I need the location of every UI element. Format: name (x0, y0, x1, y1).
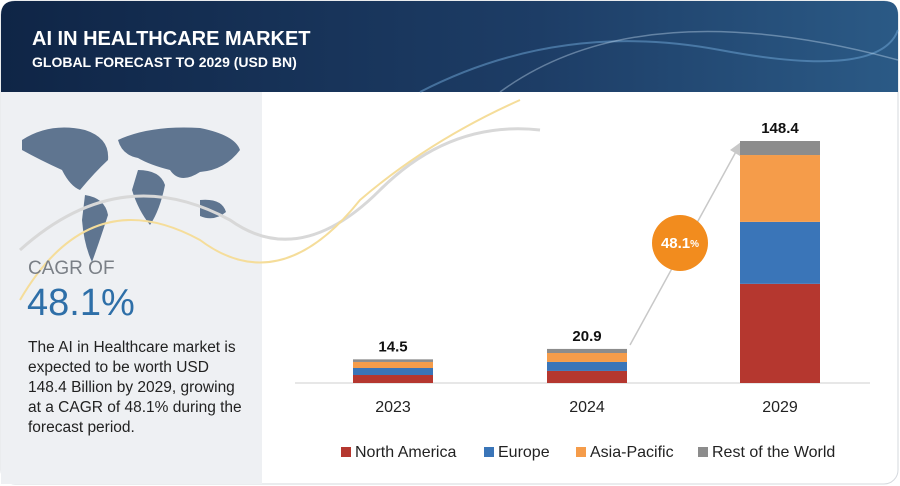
bar-segment (740, 141, 820, 156)
cagr-badge-text: 48.1% (661, 235, 699, 252)
bar-segment (353, 375, 433, 383)
decorative-curve (19, 99, 521, 301)
cagr-badge-number: 48.1 (661, 235, 690, 252)
header-decoration (419, 29, 899, 93)
legend-swatch (698, 447, 708, 457)
title: AI IN HEALTHCARE MARKET (32, 28, 311, 50)
bar-segment (740, 283, 820, 383)
total-label: 20.9 (572, 328, 601, 345)
bar-segment (740, 221, 820, 284)
total-label: 148.4 (761, 120, 799, 137)
decorative-curve (18, 127, 541, 252)
legend-label: Rest of the World (712, 444, 835, 461)
description: The AI in Healthcare market is expected … (28, 339, 242, 436)
growth-arrow-head (730, 142, 741, 156)
header-decoration (499, 30, 899, 93)
bar-segment (547, 361, 627, 371)
legend-swatch (341, 447, 351, 457)
subtitle: GLOBAL FORECAST TO 2029 (USD BN) (32, 54, 297, 70)
bar-segment (547, 348, 627, 353)
legend-swatch (576, 447, 586, 457)
bar-segment (547, 352, 627, 362)
bar-segment (353, 367, 433, 376)
bar-segment (353, 361, 433, 368)
bar-segment (547, 370, 627, 383)
cagr-value: 48.1% (27, 282, 135, 324)
legend-label: Europe (498, 444, 550, 461)
total-label: 14.5 (378, 338, 407, 355)
bar-segment (353, 359, 433, 362)
cagr-label: CAGR OF (28, 258, 115, 279)
x-tick-label: 2029 (762, 399, 798, 416)
cagr-badge-unit: % (690, 239, 699, 250)
cagr-badge (652, 215, 708, 271)
x-tick-label: 2024 (569, 399, 605, 416)
legend-swatch (484, 447, 494, 457)
x-tick-label: 2023 (375, 399, 411, 416)
header-band (1, 1, 898, 92)
bar-segment (740, 155, 820, 222)
legend-label: Asia-Pacific (590, 444, 674, 461)
legend-label: North America (355, 444, 456, 461)
